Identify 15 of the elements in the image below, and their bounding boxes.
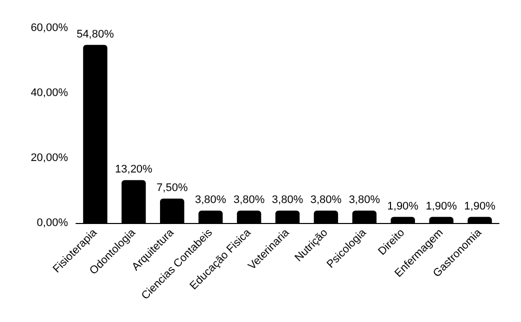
- data-label: 13,20%: [115, 164, 153, 176]
- data-label: 3,80%: [194, 194, 226, 206]
- data-label: 3,80%: [310, 194, 342, 206]
- data-label: 7,50%: [156, 182, 188, 194]
- data-label: 1,90%: [464, 200, 496, 212]
- data-label: 3,80%: [272, 194, 304, 206]
- y-tick-label: 20,00%: [30, 152, 68, 164]
- data-label: 54,80%: [76, 28, 114, 40]
- data-label: 1,90%: [387, 200, 419, 212]
- data-label: 3,80%: [348, 194, 380, 206]
- data-label: 3,80%: [233, 194, 265, 206]
- y-tick-label: 0,00%: [36, 217, 68, 229]
- y-tick-label: 60,00%: [30, 22, 68, 34]
- data-label: 1,90%: [426, 200, 458, 212]
- y-tick-label: 40,00%: [30, 87, 68, 99]
